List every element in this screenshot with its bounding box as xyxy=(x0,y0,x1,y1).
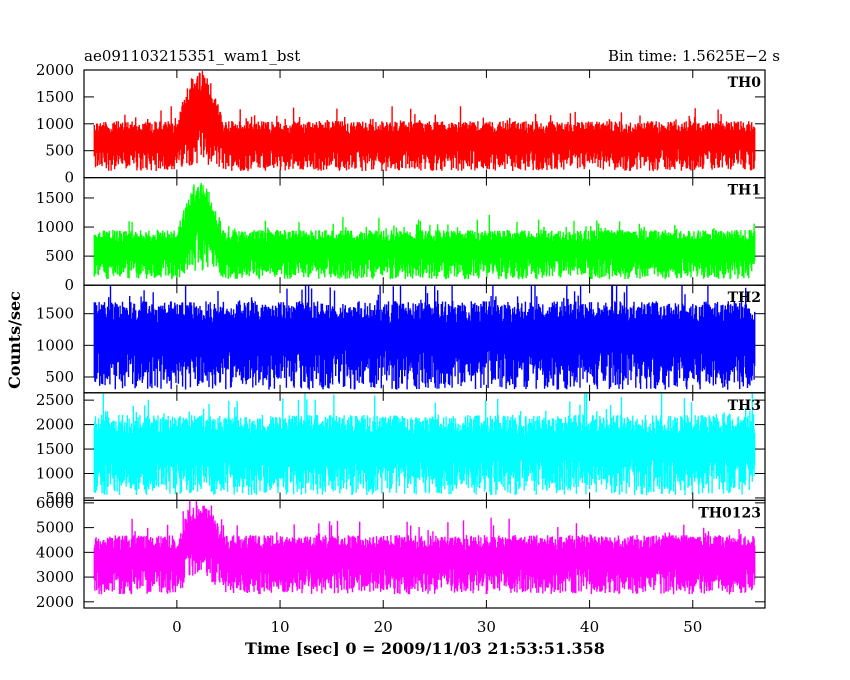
y-tick-label: 2000 xyxy=(36,61,74,79)
series-th0 xyxy=(93,71,756,172)
panel-label-th0: TH0 xyxy=(728,75,762,91)
panel-label-th3: TH3 xyxy=(728,398,761,414)
panel-th3: 500 1000 1500 2000 2500 TH3 xyxy=(36,391,766,507)
x-tick-label: 40 xyxy=(580,618,599,636)
x-tick-label: 20 xyxy=(374,618,393,636)
panel-th0123: 2000 3000 4000 5000 6000 TH0123 0 10 20 30 40 50 xyxy=(36,494,766,636)
y-tick-label: 5000 xyxy=(36,519,74,537)
y-tick-label: 2000 xyxy=(36,593,74,611)
y-tick-label: 2500 xyxy=(36,391,74,409)
y-tick-label: 0 xyxy=(64,169,74,187)
y-tick-label: 1500 xyxy=(36,189,74,207)
y-tick-label: 1500 xyxy=(36,305,74,323)
y-tick-label: 2000 xyxy=(36,416,74,434)
y-tick-label: 500 xyxy=(45,489,74,507)
chart-title-right: Bin time: 1.5625E−2 s xyxy=(608,47,780,65)
y-axis-title: Counts/sec xyxy=(5,291,24,389)
x-tick-label: 0 xyxy=(172,618,182,636)
y-tick-label: 1500 xyxy=(36,88,74,106)
y-tick-label: 3000 xyxy=(36,568,74,586)
x-tick-label: 30 xyxy=(477,618,496,636)
y-tick-label: 1000 xyxy=(36,218,74,236)
x-axis-title: Time [sec] 0 = 2009/11/03 21:53:51.358 xyxy=(245,639,605,658)
y-tick-label: 0 xyxy=(64,276,74,294)
panel-th2: 500 1000 1500 TH2 xyxy=(36,284,766,394)
series-th1 xyxy=(93,182,756,280)
panel-th0: 0 500 1000 1500 2000 TH0 xyxy=(36,61,766,187)
y-tick-label: 1000 xyxy=(36,115,74,133)
panel-label-th1: TH1 xyxy=(728,183,761,199)
series-th2 xyxy=(93,285,756,390)
y-tick-label: 6000 xyxy=(36,494,74,512)
y-tick-label: 500 xyxy=(45,142,74,160)
x-tick-label: 10 xyxy=(270,618,289,636)
y-tick-label: 500 xyxy=(45,368,74,386)
chart-title-left: ae091103215351_wam1_bst xyxy=(84,47,300,65)
x-tick-label: 50 xyxy=(683,618,702,636)
y-tick-label: 500 xyxy=(45,247,74,265)
series-th0123 xyxy=(93,500,756,595)
y-tick-label: 4000 xyxy=(36,543,74,561)
panel-th1: 0 500 1000 1500 TH1 xyxy=(36,177,766,294)
y-tick-label: 1000 xyxy=(36,336,74,354)
panel-label-th2: TH2 xyxy=(728,290,761,306)
panel-frame xyxy=(83,499,766,609)
y-tick-label: 1500 xyxy=(36,440,74,458)
y-tick-label: 1000 xyxy=(36,465,74,483)
panel-label-th0123: TH0123 xyxy=(698,505,761,521)
series-th3 xyxy=(93,392,756,495)
